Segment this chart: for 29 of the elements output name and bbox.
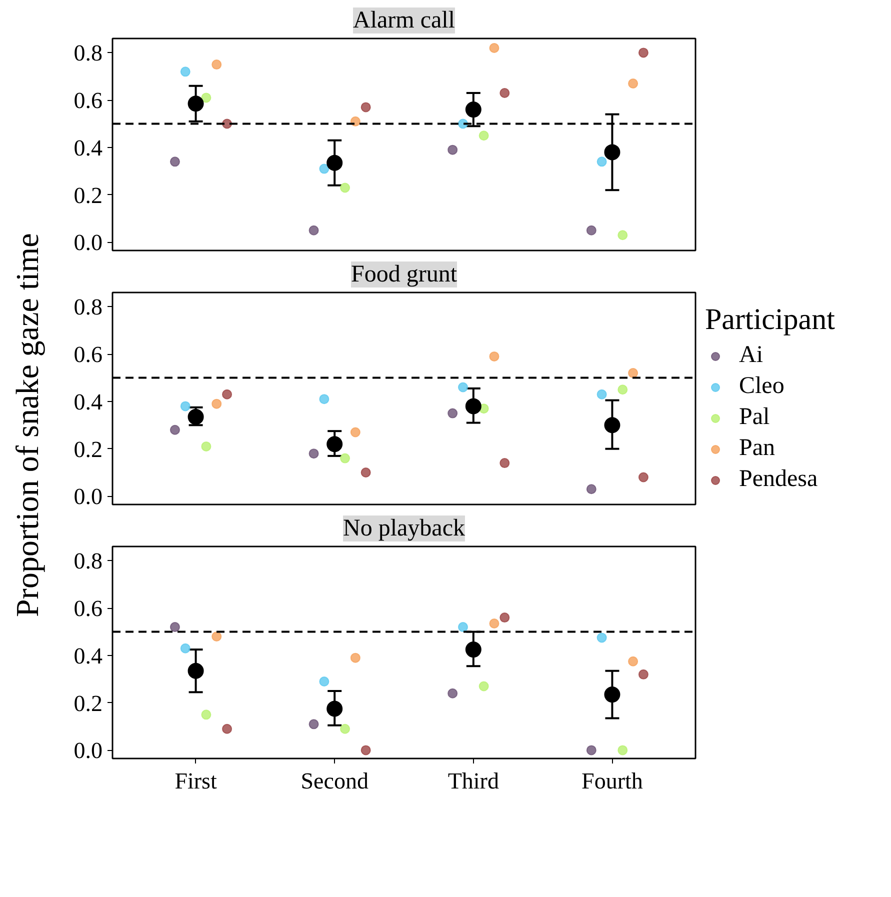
legend-label: Ai [739,342,763,369]
y-axis-title: Proportion of snake gaze time [8,232,46,619]
y-tick-label: 0.0 [74,484,102,510]
y-tick-label: 0.6 [74,88,102,114]
x-tick-label: Third [448,768,500,794]
chart-title: Alarm call [353,8,456,34]
y-tick-label: 0.6 [74,342,102,368]
y-tick-label: 0.4 [74,135,103,160]
y-tick-label: 0.6 [74,596,102,622]
y-tick-label: 0.2 [74,182,102,208]
y-tick-label: 0.0 [74,230,102,256]
x-tick-label: Second [300,768,369,794]
y-tick-label: 0.0 [74,738,102,764]
y-tick-label: 0.8 [74,294,102,320]
legend-label: Pendesa [739,466,818,493]
x-tick-label: Fourth [582,768,644,794]
chart-title: No playback [343,516,465,542]
y-tick-label: 0.2 [74,690,102,716]
legend-label: Pan [739,435,775,462]
x-tick-label: First [174,768,218,794]
chart-title: Food grunt [350,262,458,288]
y-tick-label: 0.8 [74,40,102,66]
y-tick-label: 0.8 [74,548,102,574]
legend-label: Pal [739,404,770,431]
legend-title: Participant [705,303,835,337]
legend-label: Cleo [739,373,784,400]
y-tick-label: 0.4 [74,389,103,414]
y-tick-label: 0.2 [74,436,102,462]
y-tick-label: 0.4 [74,643,103,668]
